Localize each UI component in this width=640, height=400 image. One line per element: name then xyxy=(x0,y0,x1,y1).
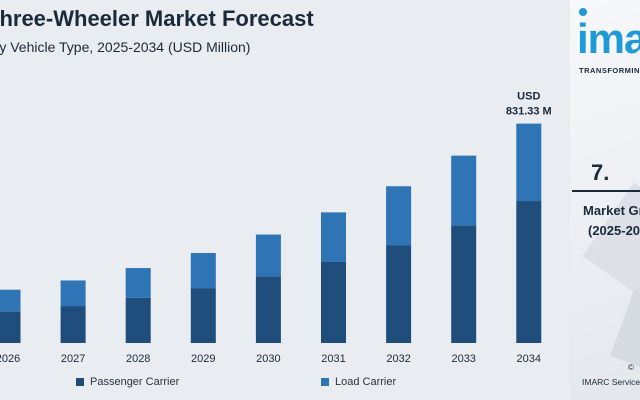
bar-passenger-2029 xyxy=(190,288,216,343)
legend-item-passenger: Passenger Carrier xyxy=(76,376,179,388)
bar-load-2031 xyxy=(321,212,346,262)
bar-load-2028 xyxy=(125,268,151,298)
cagr-label: Market Growth Rate xyxy=(583,203,640,218)
legend-label-passenger: Passenger Carrier xyxy=(90,376,180,388)
x-tick-label: 2034 xyxy=(517,353,541,365)
total-annotation: 831.33 M xyxy=(506,106,552,118)
cagr-period: (2025-2034) xyxy=(588,223,640,238)
legend-swatch-load xyxy=(321,378,329,386)
x-tick-label: 2029 xyxy=(191,353,215,365)
bar-passenger-2031 xyxy=(321,261,346,343)
x-tick-label: 2026 xyxy=(0,353,20,365)
side-panel: imarc TRANSFORMING IDEAS INTO IMPACT 7. … xyxy=(570,0,640,400)
legend-item-load: Load Carrier xyxy=(321,376,396,388)
chart-area: Three-Wheeler Market Forecast By Vehicle… xyxy=(0,6,552,388)
bar-load-2032 xyxy=(386,186,412,246)
legend-swatch-passenger xyxy=(76,378,84,386)
bar-chart: 2026 2027 2028 2029 2030 2031 2032 2033 2034 USD 8… xyxy=(0,91,552,365)
bar-passenger-2028 xyxy=(125,297,151,343)
bar-load-2033 xyxy=(451,155,477,226)
x-tick-label: 2031 xyxy=(321,353,345,365)
bar-passenger-2030 xyxy=(255,276,281,343)
x-tick-label: 2032 xyxy=(386,353,410,365)
x-tick-label: 2028 xyxy=(126,353,150,365)
decor-shape xyxy=(610,290,640,380)
decor-shape xyxy=(582,182,640,308)
source-credit: IMARC Services Pvt. Ltd. xyxy=(582,377,640,387)
bar-load-2034 xyxy=(516,123,542,202)
cagr-value: 7. xyxy=(591,160,610,185)
bar-load-2029 xyxy=(190,253,216,289)
bar-load-2030 xyxy=(255,234,281,277)
bar-passenger-2033 xyxy=(451,225,477,343)
bar-load-2026 xyxy=(0,289,21,312)
logo-dot xyxy=(579,8,587,16)
bar-passenger-2026 xyxy=(0,311,21,343)
bar-passenger-2027 xyxy=(60,306,86,343)
bar-passenger-2032 xyxy=(386,245,412,343)
copyright: © xyxy=(628,363,634,372)
x-tick-label: 2027 xyxy=(61,353,85,365)
total-annotation: USD xyxy=(517,91,540,103)
legend-label-load: Load Carrier xyxy=(335,376,397,388)
chart-title: Three-Wheeler Market Forecast xyxy=(0,6,314,31)
imarc-logo: imarc xyxy=(577,15,640,62)
x-tick-label: 2030 xyxy=(256,353,280,365)
bar-passenger-2034 xyxy=(516,201,542,343)
logo-tagline: TRANSFORMING IDEAS INTO IMPACT xyxy=(579,66,640,75)
x-tick-label: 2033 xyxy=(451,353,475,365)
chart-subtitle: By Vehicle Type, 2025-2034 (USD Million) xyxy=(0,39,251,55)
bar-load-2027 xyxy=(60,280,86,307)
cagr-divider xyxy=(572,190,640,192)
